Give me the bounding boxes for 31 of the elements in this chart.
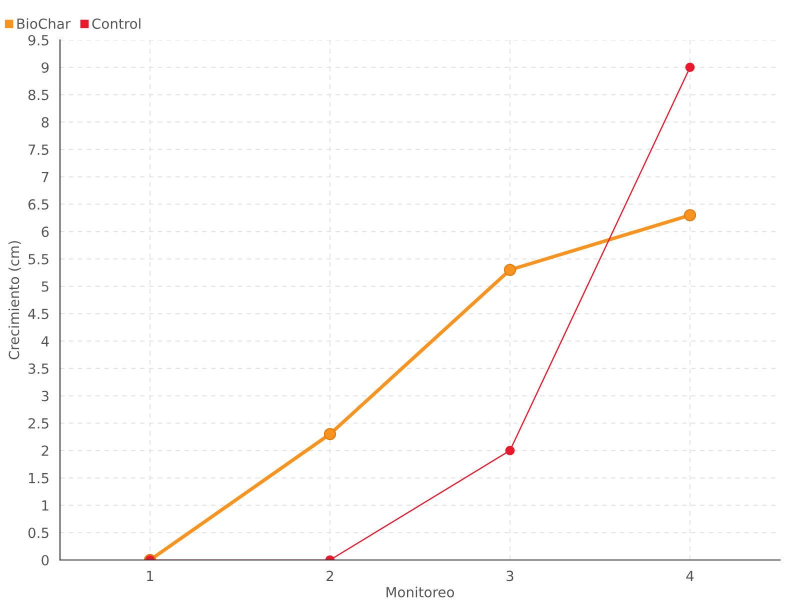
y-tick-label: 6.5 (28, 199, 48, 210)
y-tick-label: 1 (42, 500, 48, 511)
y-tick-label: 7.5 (28, 144, 48, 155)
y-tick-label: 1.5 (29, 473, 48, 484)
y-tick-label: 7 (42, 172, 48, 182)
y-tick-label: 5.5 (28, 254, 48, 264)
y-tick-label: 8 (42, 117, 49, 128)
y-tick-label: 4.5 (28, 308, 48, 320)
y-tick-label: 0.5 (28, 528, 48, 538)
y-tick-label: 4 (41, 336, 49, 346)
y-tick-label: 2 (42, 445, 48, 456)
x-tick-label: 3 (506, 570, 514, 582)
y-tick-label: 2.5 (28, 418, 48, 429)
y-tick-label: 9.5 (28, 34, 48, 46)
y-tick-label: 5 (42, 281, 48, 292)
x-tick-label: 2 (326, 570, 334, 581)
point (504, 264, 516, 276)
point (684, 209, 696, 222)
y-tick-label: 8.5 (28, 90, 48, 100)
legend-label: BioChar (17, 18, 71, 29)
x-tick-label: 4 (686, 570, 694, 581)
x-tick-label: 1 (147, 570, 154, 581)
x-axis-title: Monitoreo (386, 586, 454, 598)
y-tick-label: 3.5 (28, 363, 48, 374)
point (685, 62, 695, 72)
y-tick-label: 9 (42, 62, 49, 73)
y-tick-label: 0 (42, 554, 49, 566)
y-tick-label: 3 (42, 390, 48, 402)
y-axis-title: Crecimiento (cm) (8, 241, 21, 360)
y-tick-label: 6 (42, 226, 49, 238)
legend-label: Control (92, 18, 140, 29)
